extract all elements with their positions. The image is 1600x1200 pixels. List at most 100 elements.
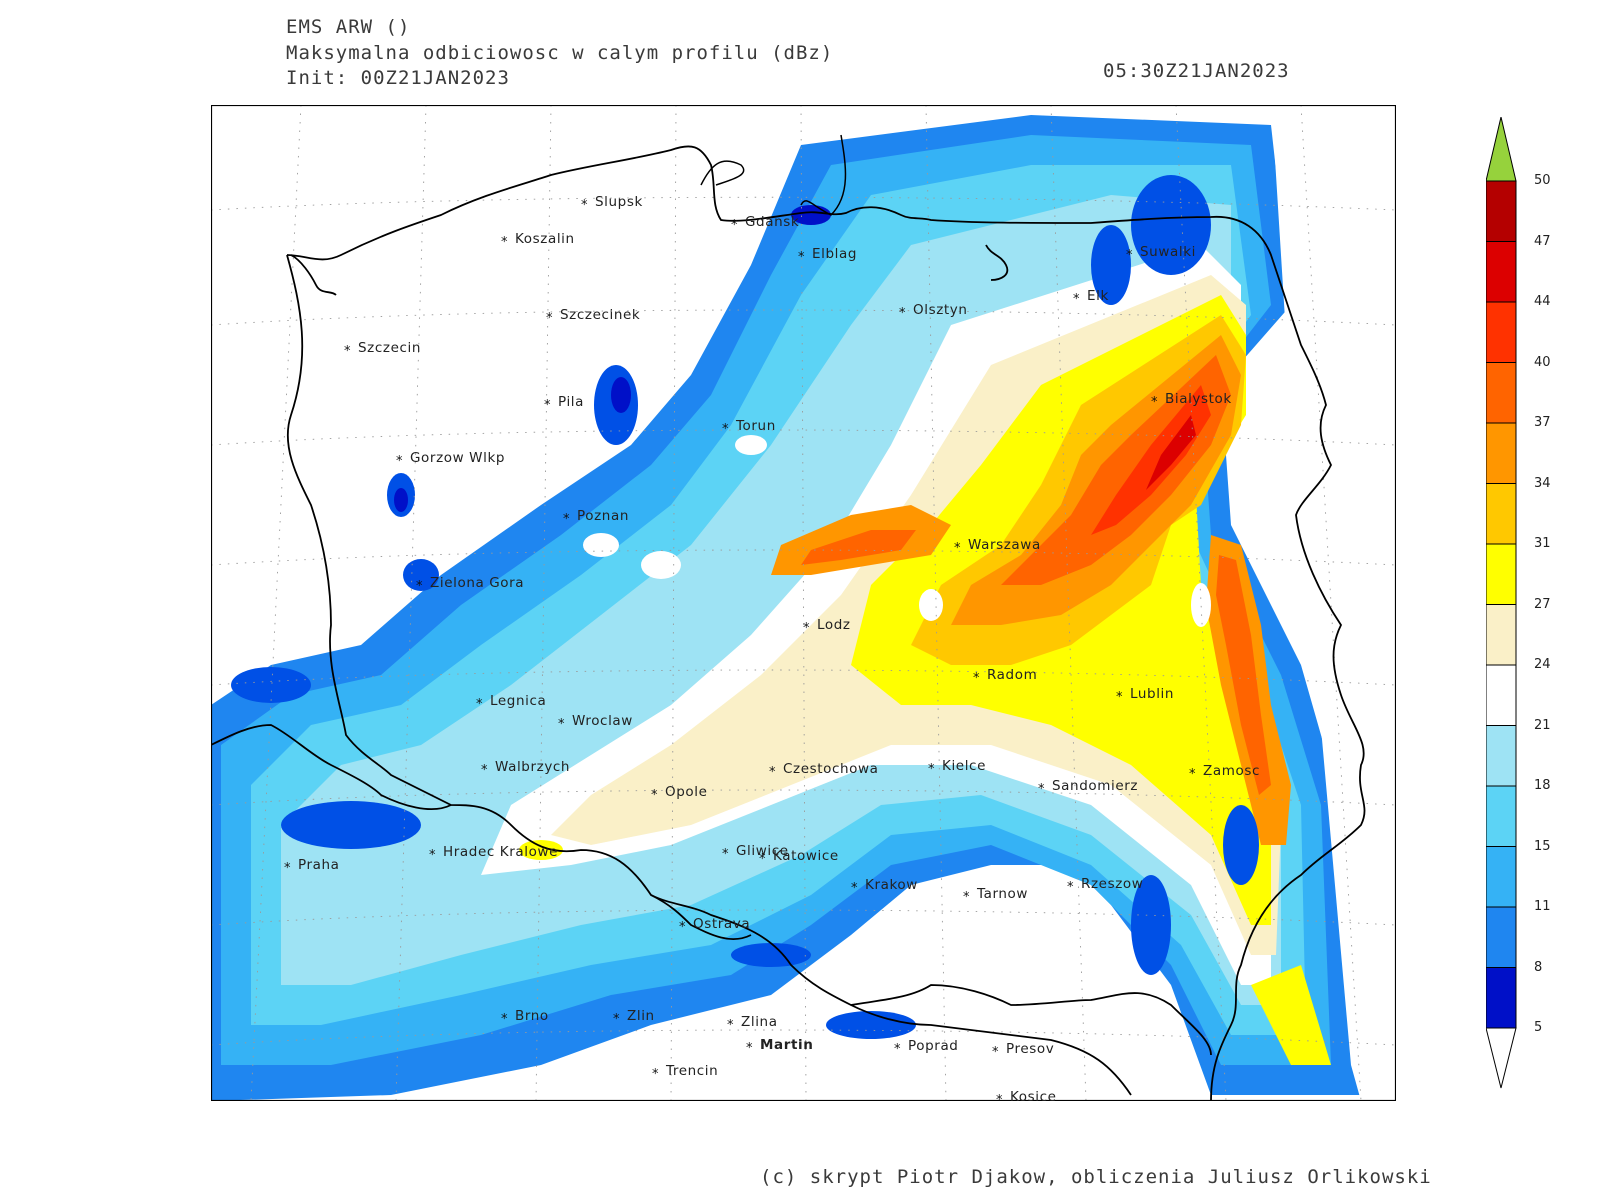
city-label: Warszawa [968, 537, 1041, 553]
city-label: Trencin [666, 1063, 719, 1079]
city-label: Lublin [1130, 686, 1175, 702]
legend-level-label: 34 [1534, 475, 1551, 491]
city-markers: * * * * * * * * * * * * * * * * * * * * * * * * * * * * * * * * * * * * * * * *… [284, 198, 1196, 1101]
city-label: Krakow [865, 877, 918, 893]
city-label: Rzeszow [1081, 876, 1144, 892]
reflectivity-field [211, 115, 1361, 1101]
city-label: Sandomierz [1052, 778, 1139, 794]
city-marker: * [899, 306, 906, 321]
city-label: Slupsk [595, 194, 643, 210]
city-label: Tarnow [977, 886, 1029, 902]
legend-color-box [1485, 725, 1517, 787]
city-label: Kielce [942, 758, 986, 774]
city-marker: * [396, 454, 403, 469]
city-marker: * [928, 762, 935, 777]
legend-level-label: 5 [1534, 1020, 1543, 1035]
city-marker: * [722, 422, 729, 437]
city-marker: * [613, 1012, 620, 1027]
city-marker: * [1067, 880, 1074, 895]
valid-time: 05:30Z21JAN2023 [1103, 60, 1290, 82]
legend-color-box [1485, 362, 1517, 424]
legend-level-label: 11 [1534, 899, 1551, 914]
city-label: Radom [987, 667, 1038, 683]
legend-color-box [1485, 785, 1517, 847]
map-frame [211, 105, 1396, 1101]
city-marker: * [546, 311, 553, 326]
city-marker: * [481, 763, 488, 778]
city-marker: * [501, 235, 508, 250]
reflectivity-map: * * * * * * * * * * * * * * * * * * * * * * * * * * * * * * * * * * * * * * * *… [211, 105, 1396, 1105]
city-label: Elblag [812, 246, 858, 262]
city-marker: * [284, 861, 291, 876]
legend-level-label: 24 [1534, 657, 1551, 672]
legend-under-triangle [1485, 1027, 1517, 1089]
color-scale-legend: 50 47 44 40 37 34 31 27 24 21 18 15 11 8 5 [1485, 116, 1600, 1097]
legend-level-label: 47 [1534, 233, 1551, 249]
legend-color-box [1485, 180, 1517, 242]
city-marker: * [679, 920, 686, 935]
city-marker: * [731, 218, 738, 233]
city-marker: * [851, 881, 858, 896]
city-label: Pila [558, 394, 585, 410]
legend-color-box [1485, 664, 1517, 726]
city-label: Szczecin [358, 340, 421, 356]
city-label: Hradec Kralowe [443, 844, 558, 860]
legend-level-label: 50 [1534, 173, 1551, 188]
city-label: Martin [760, 1037, 814, 1053]
map-canvas: * * * * * * * * * * * * * * * * * * * * * * * * * * * * * * * * * * * * * * * *… [211, 105, 1396, 1101]
city-marker: * [1189, 767, 1196, 782]
city-marker: * [558, 717, 565, 732]
city-marker: * [803, 621, 810, 636]
city-label: Presov [1006, 1041, 1055, 1057]
color-scale-bar [1485, 116, 1517, 1089]
city-label: Zlina [741, 1014, 778, 1030]
legend-color-box [1485, 846, 1517, 908]
city-label: Olsztyn [913, 302, 968, 318]
legend-color-box [1485, 241, 1517, 303]
city-label: Zlin [627, 1008, 655, 1024]
city-label: Brno [515, 1008, 549, 1024]
city-label: Praha [298, 857, 340, 873]
legend-level-label: 15 [1534, 838, 1551, 854]
city-label: Gliwice [736, 843, 789, 859]
legend-level-label: 27 [1534, 596, 1551, 612]
city-marker: * [996, 1093, 1003, 1101]
city-label: Katowice [773, 848, 839, 864]
city-label: Poprad [908, 1038, 959, 1054]
city-marker: * [759, 852, 766, 867]
credit-line: (c) skrypt Piotr Djakow, obliczenia Juli… [760, 1166, 1432, 1188]
city-label: Elk [1087, 288, 1109, 304]
city-marker: * [1126, 248, 1133, 263]
city-label: Gorzow Wlkp [410, 450, 506, 466]
city-marker: * [722, 847, 729, 862]
city-label: Koszalin [515, 231, 575, 247]
legend-color-box [1485, 967, 1517, 1029]
init-time: Init: 00Z21JAN2023 [286, 67, 510, 89]
city-marker: * [954, 541, 961, 556]
legend-color-box [1485, 604, 1517, 666]
city-label: Opole [665, 784, 708, 800]
city-marker: * [746, 1041, 753, 1056]
legend-level-label: 8 [1534, 959, 1543, 975]
legend-color-box [1485, 422, 1517, 484]
city-marker: * [429, 848, 436, 863]
city-marker: * [581, 198, 588, 213]
city-label: Kosice [1010, 1089, 1057, 1105]
legend-color-box [1485, 906, 1517, 968]
city-marker: * [1073, 292, 1080, 307]
city-label: Lodz [817, 617, 851, 633]
legend-level-label: 21 [1534, 717, 1551, 733]
legend-level-label: 31 [1534, 536, 1551, 551]
city-marker: * [544, 398, 551, 413]
country-borders [211, 145, 1366, 1101]
city-marker: * [501, 1012, 508, 1027]
city-marker: * [1116, 690, 1123, 705]
city-marker: * [1151, 395, 1158, 410]
model-title: EMS ARW () [286, 16, 411, 38]
city-label: Czestochowa [783, 761, 879, 777]
legend-color-box [1485, 543, 1517, 605]
legend-level-label: 37 [1534, 415, 1551, 430]
city-marker: * [416, 579, 423, 594]
legend-level-label: 18 [1534, 778, 1551, 793]
graticule [211, 105, 1396, 1101]
